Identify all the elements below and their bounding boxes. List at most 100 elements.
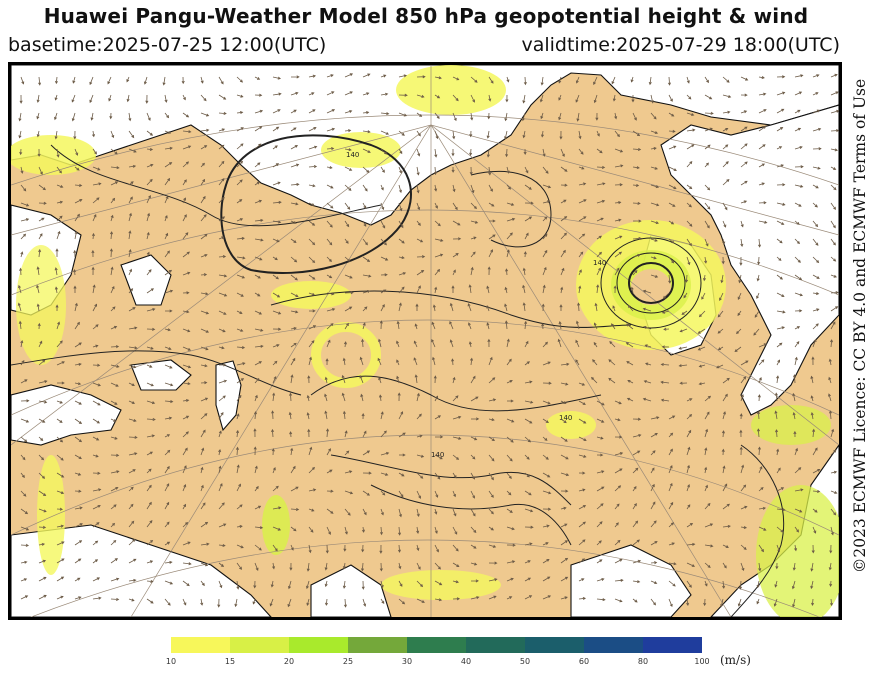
wind-arrow [110,597,120,601]
wind-arrow [236,413,240,420]
wind-arrow [254,199,263,204]
wind-arrow [182,346,192,351]
wind-arrow [715,364,724,369]
wind-arrow [398,598,406,605]
wind-arrow [593,322,598,330]
wind-arrow [416,508,420,517]
wind-arrow [506,436,514,443]
wind-arrow [830,109,839,114]
wind-arrow [704,144,711,150]
wind-arrow [305,580,310,590]
colorbar-tick-label: 50 [519,657,531,666]
wind-arrow [399,453,406,457]
wind-arrow [326,238,333,246]
wind-arrow [668,448,673,456]
wind-arrow [452,184,456,193]
wind-arrow [326,339,331,348]
wind-arrow [377,357,382,366]
wind-arrow [38,418,46,423]
wind-arrow [146,560,154,564]
wind-arrow [254,256,263,261]
wind-arrow [757,238,762,248]
wind-arrow [810,562,814,572]
wind-arrow [524,166,529,174]
wind-arrow [271,410,275,420]
wind-arrow [164,269,173,276]
wind-arrow [362,92,370,96]
wind-arrow [56,472,65,478]
wind-arrow [704,523,714,528]
wind-arrow [326,508,334,514]
wind-arrow [38,525,47,529]
wind-arrow [596,470,605,474]
wind-arrow [182,447,188,456]
wind-arrow [542,381,552,385]
wind-arrow [812,256,820,264]
wind-arrow [488,249,493,258]
wind-arrow [452,112,457,122]
wind-arrow [38,472,46,479]
wind-arrow [794,127,802,132]
wind-arrow [236,143,244,150]
wind-arrow [776,91,786,96]
wind-arrow [792,411,796,420]
wind-arrow [146,147,154,151]
wind-arrow [668,238,675,244]
wind-arrow [54,112,58,121]
wind-arrow [683,292,688,299]
wind-arrow [794,447,798,456]
wind-arrow [110,558,118,564]
wind-arrow [632,183,640,187]
wind-arrow [542,524,550,528]
wind-arrow [470,526,477,534]
wind-arrow [182,580,190,587]
wind-arrow [344,148,352,152]
wind-arrow [469,130,473,138]
wind-arrow [717,310,724,318]
wind-arrow [398,238,405,244]
wind-arrow [758,182,765,186]
wind-arrow [722,179,730,186]
contour-tibet-1 [330,454,572,506]
wind-arrow [829,598,833,607]
wind-arrow [591,376,598,384]
wind-arrow [182,541,191,546]
wind-arrow [632,434,642,438]
wind-arrow [200,542,210,546]
wind-arrow [686,128,696,132]
wind-arrow [74,199,83,204]
wind-arrow [433,375,437,384]
wind-arrow [91,249,95,258]
wind-arrow [523,76,527,86]
wind-arrow [38,201,47,205]
wind-arrow [92,303,97,312]
contour-europe [11,350,302,396]
wind-arrow [739,256,743,266]
wind-arrow [219,363,227,367]
wind-arrow [110,436,118,440]
wind-arrow [218,543,226,547]
wind-arrow [614,522,619,528]
wind-arrow [380,289,387,294]
wind-arrow [290,374,294,384]
wind-arrow [661,310,670,314]
wind-arrow [626,361,634,366]
wind-arrow [54,130,58,140]
wind-arrow [794,220,800,225]
wind-arrow [54,267,58,276]
wind-arrow [650,184,660,189]
wind-arrow [182,598,187,606]
wind-arrow [164,130,172,134]
wind-arrow [721,430,725,438]
wind-arrow [611,323,616,330]
wind-arrow [776,274,783,280]
wind-arrow [254,465,258,474]
wind-arrow [506,202,515,206]
map-canvas: 140 140 140 140 [11,65,839,617]
wind-arrow [416,526,420,534]
contour-label: 140 [593,259,606,267]
wind-arrow [344,526,348,535]
wind-arrow [452,269,456,276]
wind-arrow [540,130,545,138]
wind-arrow [56,524,65,528]
